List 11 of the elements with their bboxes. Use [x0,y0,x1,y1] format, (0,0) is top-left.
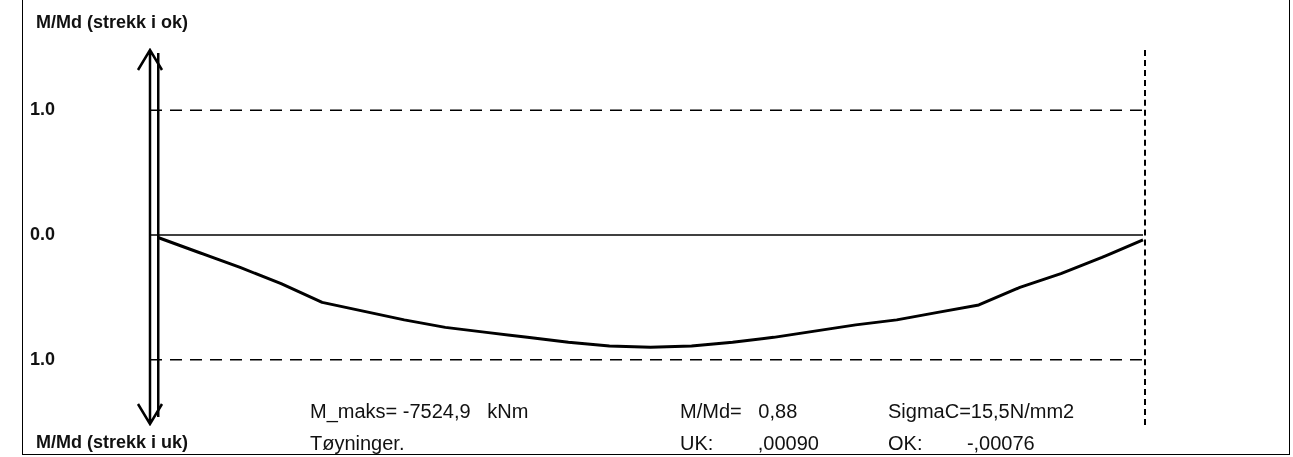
annotation: M_maks= -7524,9 kNm [310,400,529,423]
text: M/Md (strekk i uk) [36,432,189,453]
y-tick-label: 1.0 [30,99,56,120]
y-axis-title: M/Md (strekk i ok) [36,12,189,33]
y-tick-label: 1.0 [30,348,56,369]
text: OK: -,00076 [888,432,1035,455]
y-tick-label: 0.0 [30,223,56,244]
annotation: M/Md= 0,88 [680,400,798,423]
text: UK: ,00090 [680,432,819,455]
text: Tøyninger. [310,432,405,455]
annotation: SigmaC=15,5N/mm2 [888,400,1075,423]
